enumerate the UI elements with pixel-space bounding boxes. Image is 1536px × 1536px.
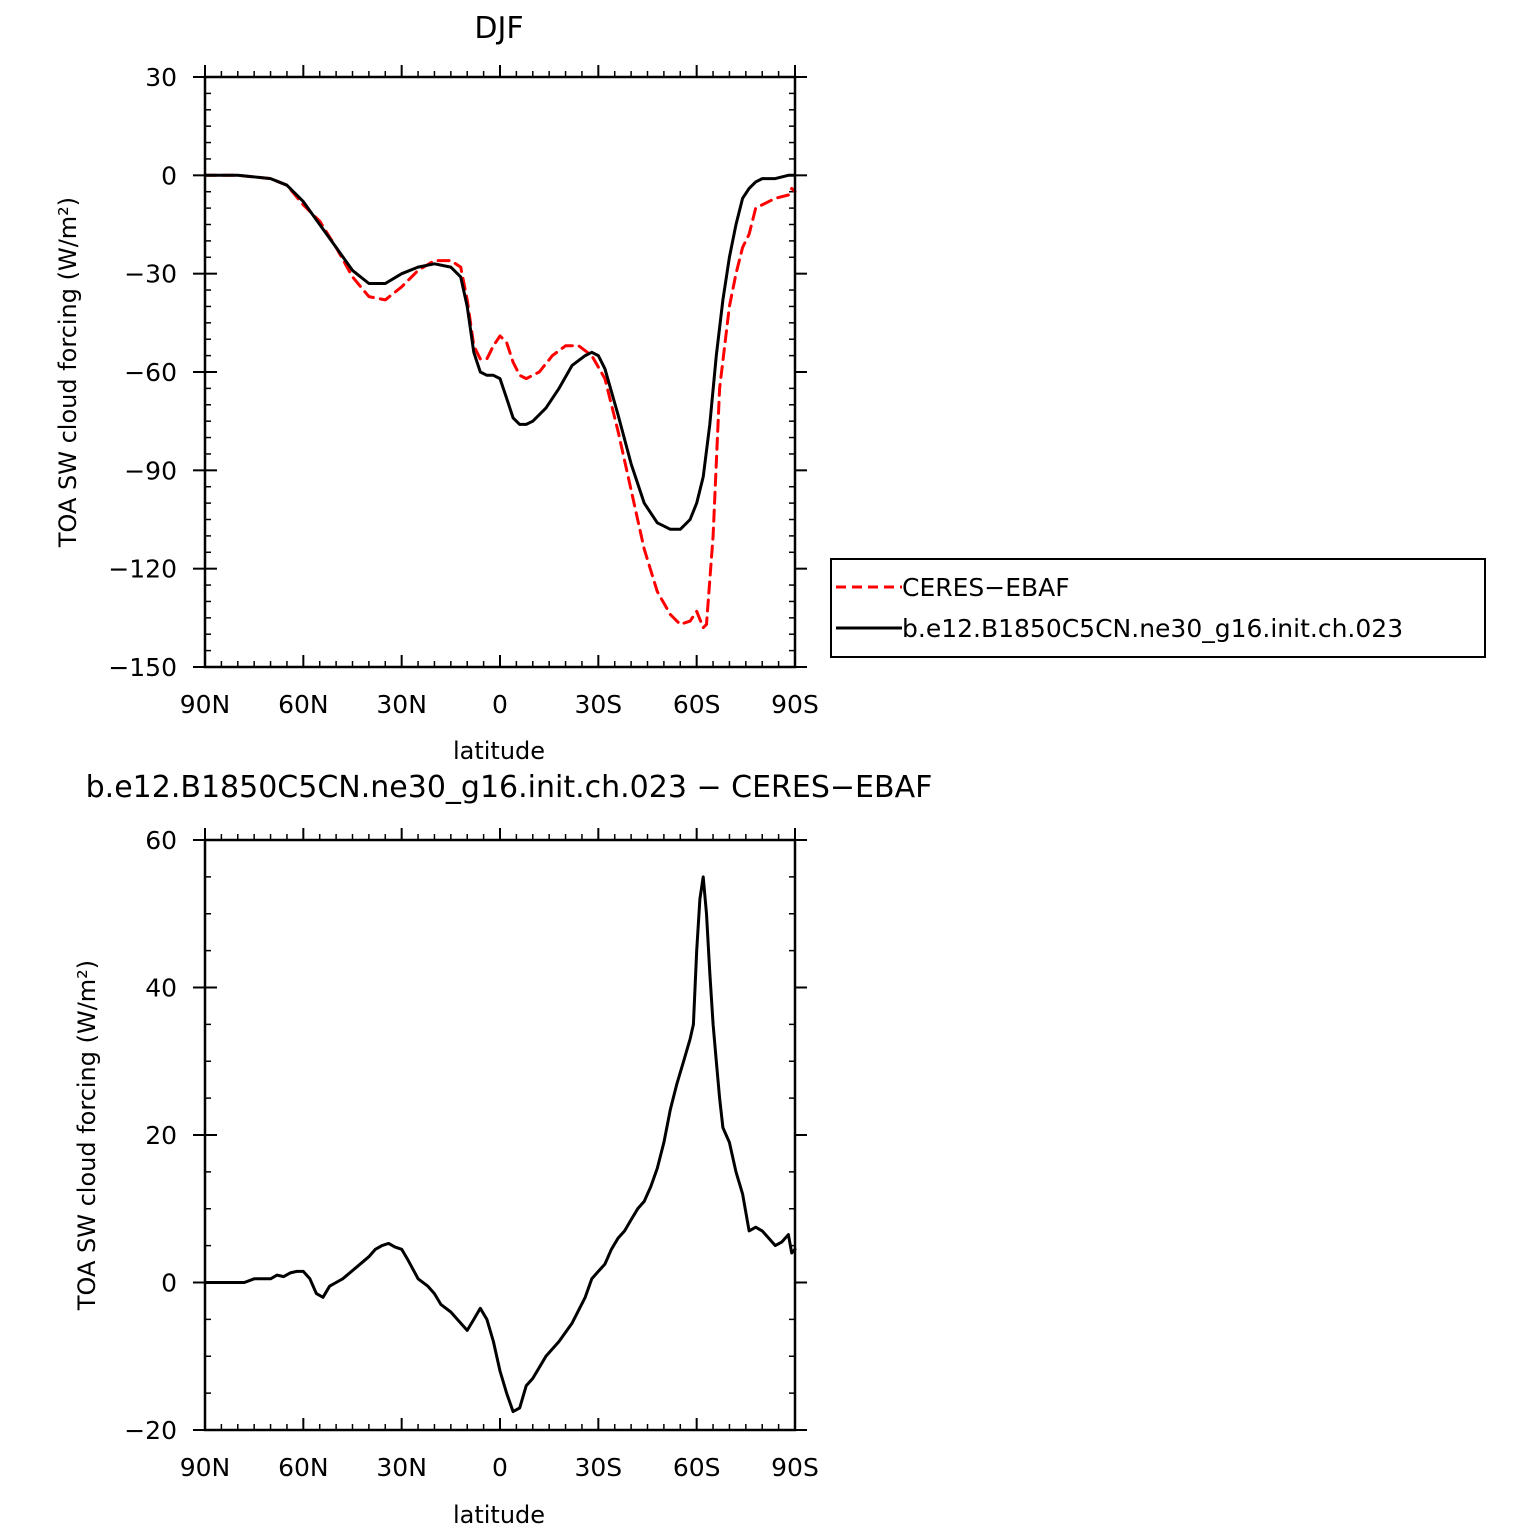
y-tick-label: −60 <box>124 358 177 387</box>
legend-label-ceres: CERES−EBAF <box>902 573 1070 602</box>
top-x-axis-label: latitude <box>453 737 545 765</box>
bottom-plot-frame <box>203 838 797 1432</box>
y-tick-label: 60 <box>145 826 177 855</box>
top-chart-title: DJF <box>474 11 523 46</box>
x-tick-label: 30S <box>574 1453 622 1482</box>
legend-box <box>830 558 1486 658</box>
x-tick-label: 0 <box>492 690 508 719</box>
bottom-axis-ticks: 90N 60N 30N 0 30S 60S 90S 60 40 20 0 −20 <box>124 826 819 1482</box>
bottom-chart-title: b.e12.B1850C5CN.ne30_g16.init.ch.023 − C… <box>86 770 933 805</box>
legend-label-model: b.e12.B1850C5CN.ne30_g16.init.ch.023 <box>902 614 1403 643</box>
y-tick-label: −120 <box>108 555 177 584</box>
bottom-series-line-model <box>203 875 797 1414</box>
x-tick-label: 30N <box>376 690 427 719</box>
top-series-line-ceres <box>203 173 797 630</box>
x-tick-label: 90N <box>180 1453 231 1482</box>
y-tick-label: −30 <box>124 260 177 289</box>
x-tick-label: 90N <box>180 690 231 719</box>
x-tick-label: 60S <box>673 1453 721 1482</box>
x-tick-label: 60N <box>278 1453 329 1482</box>
y-tick-label: 0 <box>161 1269 177 1298</box>
x-tick-label: 60N <box>278 690 329 719</box>
top-axis-ticks: 90N 60N 30N 0 30S 60S 90S 30 0 −30 −60 −90 −120 −150 <box>108 63 819 719</box>
y-tick-label: −20 <box>124 1416 177 1445</box>
legend: CERES−EBAF b.e12.B1850C5CN.ne30_g16.init… <box>830 558 1486 658</box>
bottom-panel: b.e12.B1850C5CN.ne30_g16.init.ch.023 − C… <box>73 770 932 1529</box>
top-panel: DJF TOA SW cloud forcing (W/m²) latitude… <box>54 11 1486 765</box>
top-series-line-model <box>203 173 797 531</box>
bottom-series <box>203 875 797 1414</box>
y-tick-label: 20 <box>145 1121 177 1150</box>
y-tick-label: −90 <box>124 456 177 485</box>
y-tick-label: 30 <box>145 63 177 92</box>
y-tick-label: 0 <box>161 161 177 190</box>
x-tick-label: 60S <box>673 690 721 719</box>
x-tick-label: 90S <box>771 1453 819 1482</box>
bottom-x-axis-label: latitude <box>453 1501 545 1529</box>
x-tick-label: 90S <box>771 690 819 719</box>
top-y-axis-label: TOA SW cloud forcing (W/m²) <box>54 197 82 548</box>
y-tick-label: −150 <box>108 653 177 682</box>
y-tick-label: 40 <box>145 974 177 1003</box>
x-tick-label: 30S <box>574 690 622 719</box>
top-plot-frame <box>203 75 797 669</box>
top-series <box>203 173 797 630</box>
x-tick-label: 30N <box>376 1453 427 1482</box>
bottom-y-axis-label: TOA SW cloud forcing (W/m²) <box>73 960 101 1311</box>
x-tick-label: 0 <box>492 1453 508 1482</box>
